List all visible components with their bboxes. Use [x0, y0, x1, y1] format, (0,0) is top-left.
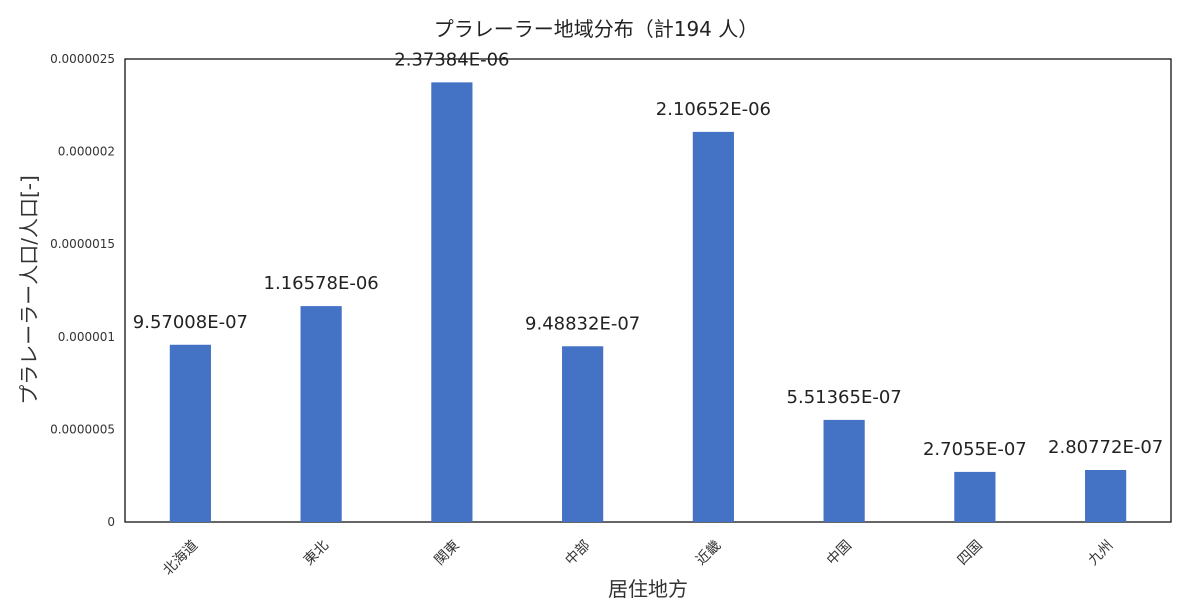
- x-tick-label: 九州: [1085, 538, 1116, 569]
- x-tick-label: 北海道: [160, 538, 201, 579]
- y-tick-label: 0.0000025: [50, 52, 115, 66]
- data-label: 2.80772E-07: [1048, 437, 1163, 458]
- y-tick-label: 0: [107, 515, 115, 529]
- y-tick-label: 0.0000005: [50, 422, 115, 436]
- bar: [169, 344, 211, 522]
- data-label: 9.48832E-07: [525, 313, 640, 334]
- data-labels: 9.57008E-07 1.16578E-06 2.37384E-06 9.48832…: [133, 49, 1163, 460]
- data-label: 1.16578E-06: [264, 273, 379, 294]
- y-tick-label: 0.0000015: [50, 237, 115, 251]
- x-tick-label: 中国: [824, 538, 855, 569]
- bar: [1085, 470, 1127, 522]
- data-label: 2.10652E-06: [656, 99, 771, 120]
- chart-title: プラレーラー地域分布（計194 人）: [434, 17, 759, 41]
- bar-series: [169, 82, 1127, 522]
- bar: [692, 131, 734, 522]
- bar: [300, 306, 342, 522]
- data-label: 5.51365E-07: [787, 387, 902, 408]
- bar: [431, 82, 473, 522]
- x-tick-label: 中部: [562, 538, 593, 569]
- x-tick-label: 東北: [301, 538, 332, 569]
- bar: [954, 471, 996, 522]
- bar: [823, 419, 865, 522]
- bar: [562, 346, 604, 522]
- y-axis-title: プラレーラー人口/人口[-]: [17, 175, 41, 405]
- x-tick-label: 四国: [955, 538, 986, 569]
- plot-area: [124, 58, 1172, 523]
- y-tick-label: 0.000002: [58, 145, 115, 159]
- x-tick-label: 関東: [432, 538, 463, 569]
- data-label: 9.57008E-07: [133, 312, 248, 333]
- y-axis: 0 0.0000005 0.000001 0.0000015 0.000002 0.000…: [50, 52, 115, 529]
- x-axis: 北海道 東北 関東 中部 近畿 中国 四国 九州: [160, 538, 1116, 579]
- x-tick-label: 近畿: [693, 538, 724, 569]
- y-tick-label: 0.000001: [58, 330, 115, 344]
- data-label: 2.7055E-07: [923, 439, 1027, 460]
- data-label: 2.37384E-06: [394, 49, 509, 70]
- x-axis-title: 居住地方: [608, 577, 688, 601]
